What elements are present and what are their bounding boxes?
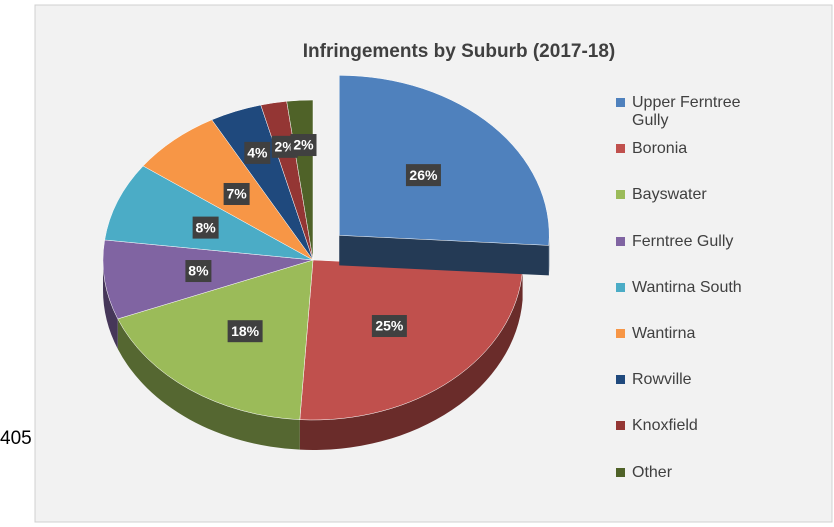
data-label-text: 8% [195, 219, 216, 235]
legend-item: Knoxfield [616, 417, 766, 435]
legend-label: Wantirna South [632, 278, 742, 296]
data-label-box [227, 320, 263, 343]
data-label: 2% [290, 134, 317, 157]
slice-side [103, 260, 118, 349]
legend-item: Rowville [616, 371, 766, 389]
slice [338, 75, 550, 246]
data-label: 7% [223, 182, 250, 205]
data-label-box [405, 164, 441, 187]
legend-swatch [616, 467, 625, 477]
legend-item: Ferntree Gully [616, 233, 766, 251]
legend-swatch [616, 144, 625, 154]
data-label-box [185, 260, 212, 283]
legend-item: Bayswater [616, 186, 766, 204]
data-label-text: 2% [275, 139, 296, 155]
legend-label: Knoxfield [632, 417, 698, 435]
data-label-box [371, 315, 407, 338]
legend-label: Ferntree Gully [632, 232, 734, 250]
legend-item: Wantirna [616, 325, 766, 343]
data-label-text: 2% [293, 137, 314, 153]
data-label-text: 7% [227, 186, 248, 202]
legend-label: Boronia [632, 140, 688, 158]
data-label: 8% [192, 216, 219, 239]
legend-item: Other [616, 464, 766, 482]
data-label-box [223, 182, 250, 205]
legend-swatch [616, 98, 625, 107]
legend-label: Bayswater [632, 186, 707, 204]
data-label-text: 18% [231, 323, 260, 339]
data-label-box [244, 141, 271, 164]
slice [299, 259, 523, 421]
legend-swatch [616, 329, 625, 338]
legend-swatch [616, 190, 625, 200]
data-label: 25% [371, 315, 407, 338]
pie: 26% 25% 18% 8% 8% 7% 4% 2%2% [102, 75, 550, 450]
data-label: 18% [227, 320, 263, 343]
legend-item: Boronia [616, 140, 766, 158]
data-label: 4% [244, 141, 271, 164]
slice [104, 165, 314, 261]
legend-item: Wantirna South [616, 279, 766, 297]
legend-label: Wantirna [632, 325, 696, 342]
slice-side [117, 318, 300, 450]
legend-swatch [616, 375, 625, 385]
legend-swatch [616, 282, 625, 292]
chart-title: Infringements by Suburb (2017-18) [303, 41, 616, 62]
legend-label: Upper Ferntree Gully [632, 94, 741, 129]
data-label: 8% [185, 260, 212, 283]
slice-face [339, 235, 549, 276]
data-label-text: 25% [375, 318, 404, 334]
stray-text: 405 [0, 428, 32, 449]
legend-label: Other [632, 463, 673, 481]
data-label-box [290, 134, 317, 157]
data-label-box [192, 216, 219, 239]
legend-swatch [616, 421, 625, 431]
data-label-text: 8% [188, 263, 209, 279]
data-label: 26% [405, 164, 441, 187]
legend-label: Rowville [632, 371, 692, 389]
legend-swatch [616, 236, 625, 246]
slice [117, 259, 314, 420]
data-label-text: 26% [409, 167, 438, 183]
legend-item: Upper Ferntree Gully [616, 94, 766, 130]
slice-side [299, 270, 523, 450]
data-label-text: 4% [247, 145, 268, 161]
